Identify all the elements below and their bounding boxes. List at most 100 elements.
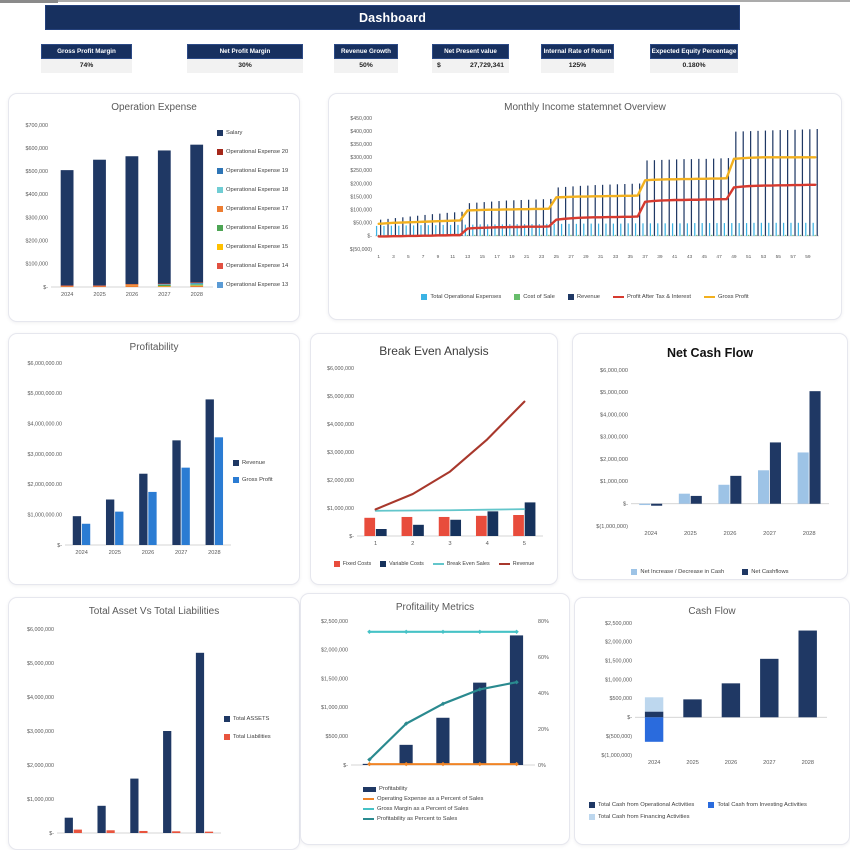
- kpi-label: Internal Rate of Return: [541, 44, 614, 59]
- legend-label: Break Even Sales: [446, 561, 490, 567]
- profitability-legend: Revenue Gross Profit: [233, 460, 295, 483]
- svg-text:$1,000,000: $1,000,000: [600, 479, 628, 485]
- svg-text:$-: $-: [49, 831, 54, 837]
- svg-text:40%: 40%: [538, 691, 549, 697]
- svg-text:2025: 2025: [686, 760, 698, 766]
- chart-card-cash-flow[interactable]: Cash Flow $2,500,000 $2,000,000 $1,500,000…: [574, 597, 850, 845]
- legend-marker-square: [217, 263, 223, 269]
- svg-text:21: 21: [524, 254, 530, 260]
- legend-marker-square: [380, 561, 387, 567]
- break-even-legend: Fixed Costs Variable Costs Break Even Sale…: [311, 561, 557, 567]
- cash-flow-chart: $2,500,000 $2,000,000 $1,500,000 $1,000,000…: [577, 617, 849, 776]
- chart-card-operation-expense[interactable]: Operation Expense $700,000 $600,000 $500,0…: [8, 93, 300, 322]
- svg-text:$2,500,000: $2,500,000: [605, 621, 632, 627]
- svg-text:2027: 2027: [158, 292, 170, 298]
- legend-label: Total Cash from Investing Activities: [717, 802, 807, 808]
- legend-label: Operational Expense 16: [226, 225, 289, 231]
- legend-marker-square: [217, 130, 223, 136]
- legend-item: Profitability as Percent to Sales: [363, 816, 457, 822]
- break-even-chart: $6,000,000 $5,000,000 $4,000,000 $3,000,000…: [313, 358, 557, 557]
- svg-text:$6,000,000: $6,000,000: [27, 627, 54, 633]
- svg-text:27: 27: [568, 254, 574, 260]
- assets-liabilities-legend: Total ASSETS Total Liabilities: [224, 716, 294, 740]
- legend-marker-line: [363, 817, 374, 821]
- svg-text:$2,500,000: $2,500,000: [321, 619, 348, 625]
- kpi-card-net-present-value[interactable]: Net Present value $ 27,729,341: [432, 44, 509, 73]
- legend-label: Gross Margin as a Percent of Sales: [377, 806, 469, 812]
- svg-text:2025: 2025: [109, 550, 121, 556]
- legend-item: Gross Margin as a Percent of Sales: [363, 806, 469, 812]
- kpi-card-gross-profit-margin[interactable]: Gross Profit Margin 74%: [41, 44, 132, 73]
- svg-text:$(1,000,000): $(1,000,000): [601, 753, 632, 759]
- chart-card-total-asset-vs-liabilities[interactable]: Total Asset Vs Total Liabilities $6,000,…: [8, 597, 300, 850]
- svg-text:$250,000: $250,000: [350, 168, 372, 174]
- kpi-card-revenue-growth[interactable]: Revenue Growth 50%: [334, 44, 398, 73]
- legend-label: Cost of Sale: [523, 294, 555, 300]
- svg-text:$500,000: $500,000: [326, 734, 348, 740]
- svg-text:$5,000,000: $5,000,000: [600, 390, 628, 396]
- svg-text:$6,000,000: $6,000,000: [327, 366, 354, 372]
- svg-text:11: 11: [450, 254, 455, 260]
- svg-text:$-: $-: [43, 285, 48, 291]
- svg-text:2028: 2028: [191, 292, 203, 298]
- legend-item: Operational Expense 20: [217, 149, 295, 155]
- kpi-card-internal-rate-of-return[interactable]: Internal Rate of Return 125%: [541, 44, 614, 73]
- legend-label: Gross Profit: [242, 477, 273, 483]
- legend-label: Operational Expense 14: [226, 263, 289, 269]
- legend-label: Operating Expense as a Percent of Sales: [377, 796, 484, 802]
- svg-text:$2,000,000: $2,000,000: [600, 457, 628, 463]
- chart-card-profitability-metrics[interactable]: Profitaility Metrics $2,500,000 $2,000,00…: [300, 593, 570, 845]
- legend-label: Operational Expense 15: [226, 244, 289, 250]
- chart-title-monthly-income: Monthly Income statemnet Overview: [504, 102, 666, 113]
- svg-text:2024: 2024: [61, 292, 73, 298]
- legend-marker-square: [233, 477, 239, 483]
- chart-card-net-cash-flow[interactable]: Net Cash Flow $6,000,000 $5,000,000 $4,000…: [572, 333, 848, 580]
- legend-label: Revenue: [576, 294, 601, 300]
- svg-text:$1,000,000: $1,000,000: [321, 705, 348, 711]
- svg-text:$(50,000): $(50,000): [350, 247, 372, 253]
- svg-text:$5,000,000: $5,000,000: [327, 394, 354, 400]
- svg-text:35: 35: [628, 254, 634, 260]
- legend-marker-line: [704, 295, 716, 299]
- legend-marker-square: [333, 561, 340, 567]
- legend-item: Cost of Sale: [514, 294, 555, 300]
- chart-title-assets-liabilities: Total Asset Vs Total Liabilities: [88, 606, 220, 617]
- svg-text:2028: 2028: [803, 531, 816, 537]
- legend-item: Operating Expense as a Percent of Sales: [363, 796, 483, 802]
- svg-text:$-: $-: [623, 502, 628, 508]
- svg-text:20%: 20%: [538, 727, 549, 733]
- chart-title-net-cash-flow: Net Cash Flow: [666, 346, 754, 360]
- svg-text:$3,000,000.00: $3,000,000.00: [28, 452, 62, 458]
- svg-text:$450,000: $450,000: [350, 116, 372, 122]
- monthly-income-chart: $450,000 $400,000 $350,000 $300,000 $250,000…: [331, 113, 841, 268]
- svg-text:$500,000: $500,000: [26, 169, 48, 175]
- legend-item: Total ASSETS: [224, 716, 294, 722]
- monthly-income-legend: Total Operational Expenses Cost of Sale Re…: [329, 294, 841, 300]
- svg-text:$2,000,000: $2,000,000: [321, 648, 348, 654]
- legend-item: Operational Expense 18: [217, 187, 295, 193]
- svg-text:$(500,000): $(500,000): [606, 734, 632, 740]
- legend-item: Net Increase / Decrease in Cash: [631, 569, 724, 575]
- kpi-card-net-profit-margin[interactable]: Net Profit Margin 30%: [187, 44, 303, 73]
- svg-text:2028: 2028: [802, 760, 814, 766]
- legend-item: Total Cash from Operational Activities: [589, 802, 694, 808]
- svg-text:19: 19: [509, 254, 515, 260]
- page-title: Dashboard: [358, 10, 427, 25]
- legend-marker-square: [217, 187, 223, 193]
- chart-title-cash-flow: Cash Flow: [688, 606, 736, 617]
- sheet-top-border: [0, 0, 850, 2]
- legend-label: Operational Expense 13: [226, 282, 289, 288]
- svg-text:2028: 2028: [208, 550, 220, 556]
- kpi-card-expected-equity-percentage[interactable]: Expected Equity Percentage 0.180%: [650, 44, 738, 73]
- chart-card-break-even-analysis[interactable]: Break Even Analysis $6,000,000 $5,000,000…: [310, 333, 558, 585]
- legend-marker-square: [421, 294, 428, 300]
- chart-card-monthly-income-overview[interactable]: Monthly Income statemnet Overview $450,0…: [328, 93, 842, 320]
- chart-card-profitability[interactable]: Profitability $6,000,000.00 $5,000,000.00…: [8, 333, 300, 585]
- svg-text:39: 39: [657, 254, 663, 260]
- legend-label: Profit After Tax & Interest: [627, 294, 692, 300]
- svg-text:25: 25: [554, 254, 560, 260]
- svg-text:5: 5: [407, 254, 410, 260]
- legend-label: Total Operational Expenses: [430, 294, 502, 300]
- svg-text:3: 3: [448, 541, 451, 547]
